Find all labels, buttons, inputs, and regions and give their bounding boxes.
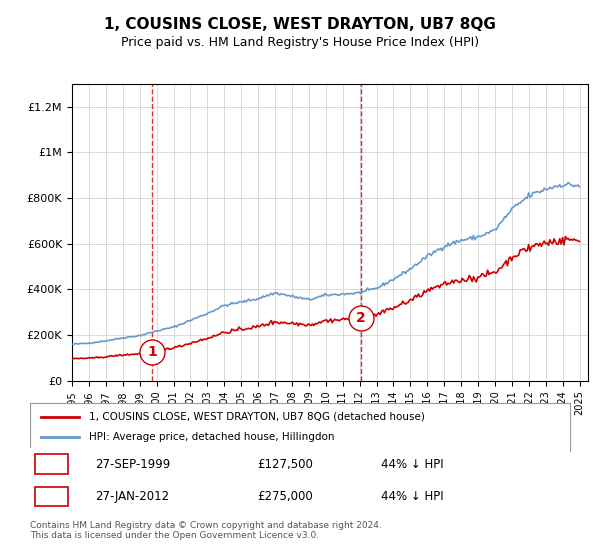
Text: £275,000: £275,000 xyxy=(257,490,313,503)
Text: 1, COUSINS CLOSE, WEST DRAYTON, UB7 8QG: 1, COUSINS CLOSE, WEST DRAYTON, UB7 8QG xyxy=(104,17,496,32)
Text: 44% ↓ HPI: 44% ↓ HPI xyxy=(381,458,443,470)
Text: 2: 2 xyxy=(356,311,365,325)
Text: Price paid vs. HM Land Registry's House Price Index (HPI): Price paid vs. HM Land Registry's House … xyxy=(121,36,479,49)
Text: Contains HM Land Registry data © Crown copyright and database right 2024.
This d: Contains HM Land Registry data © Crown c… xyxy=(30,521,382,540)
Text: 27-SEP-1999: 27-SEP-1999 xyxy=(95,458,170,470)
Text: 1: 1 xyxy=(47,458,56,470)
Text: 1, COUSINS CLOSE, WEST DRAYTON, UB7 8QG (detached house): 1, COUSINS CLOSE, WEST DRAYTON, UB7 8QG … xyxy=(89,412,425,422)
Text: 1: 1 xyxy=(148,345,157,359)
Text: 2: 2 xyxy=(47,490,56,503)
Text: 27-JAN-2012: 27-JAN-2012 xyxy=(95,490,169,503)
Text: 44% ↓ HPI: 44% ↓ HPI xyxy=(381,490,443,503)
FancyBboxPatch shape xyxy=(35,455,68,474)
Text: HPI: Average price, detached house, Hillingdon: HPI: Average price, detached house, Hill… xyxy=(89,432,335,442)
Text: £127,500: £127,500 xyxy=(257,458,313,470)
FancyBboxPatch shape xyxy=(35,487,68,506)
